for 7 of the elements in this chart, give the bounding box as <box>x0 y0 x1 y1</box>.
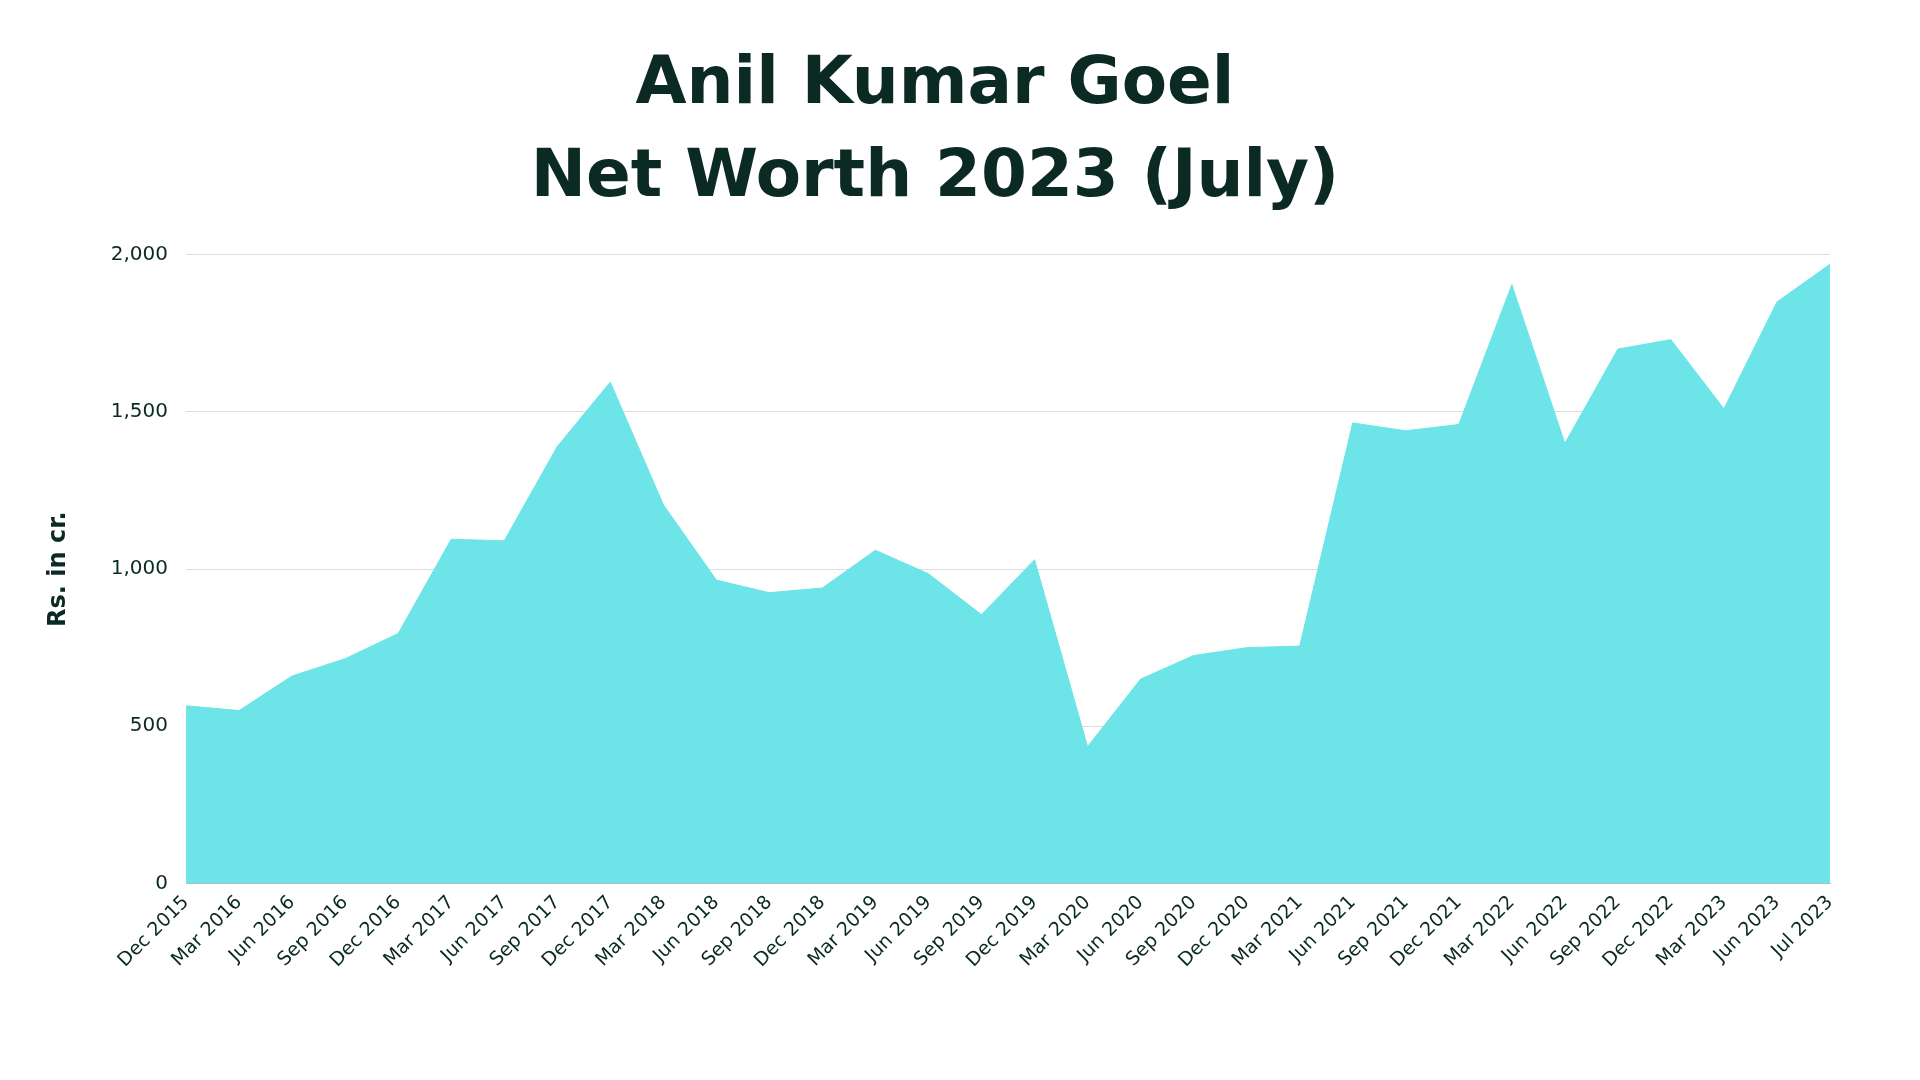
y-tick-label: 0 <box>155 869 169 894</box>
y-tick-label: 1,500 <box>110 398 169 423</box>
y-tick-label: 1,000 <box>110 555 169 580</box>
y-axis-title: Rs. in cr. <box>42 511 71 627</box>
y-tick-label: 500 <box>129 712 169 737</box>
chart-title: Anil Kumar Goel Net Worth 2023 (July) <box>530 42 1340 212</box>
y-tick-label: 2,000 <box>110 241 169 265</box>
